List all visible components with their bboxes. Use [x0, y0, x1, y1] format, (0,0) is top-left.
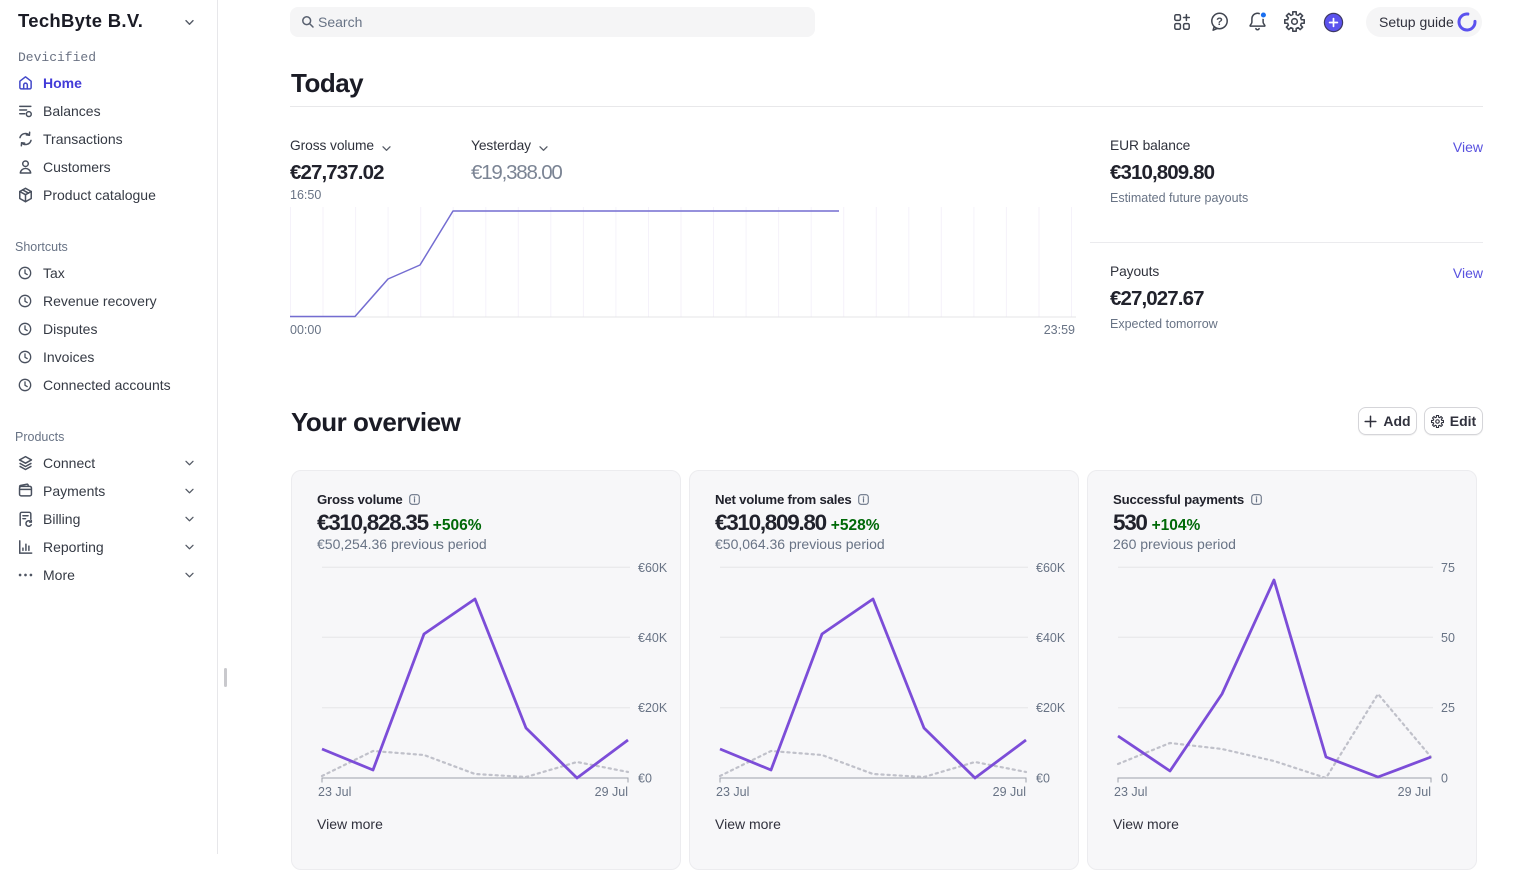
svg-text:23 Jul: 23 Jul — [716, 785, 749, 799]
svg-text:€20K: €20K — [638, 701, 668, 715]
svg-text:50: 50 — [1441, 631, 1455, 645]
svg-text:€0: €0 — [638, 772, 652, 786]
svg-text:75: 75 — [1441, 561, 1455, 575]
svg-text:0: 0 — [1441, 772, 1448, 786]
svg-text:25: 25 — [1441, 701, 1455, 715]
svg-text:23 Jul: 23 Jul — [1114, 785, 1147, 799]
svg-text:29 Jul: 29 Jul — [1398, 785, 1431, 799]
svg-text:29 Jul: 29 Jul — [595, 785, 628, 799]
svg-text:23 Jul: 23 Jul — [318, 785, 351, 799]
svg-text:€60K: €60K — [1036, 561, 1066, 575]
svg-text:€40K: €40K — [638, 631, 668, 645]
svg-text:€20K: €20K — [1036, 701, 1066, 715]
svg-text:€40K: €40K — [1036, 631, 1066, 645]
svg-text:?: ? — [1216, 16, 1223, 28]
svg-text:29 Jul: 29 Jul — [993, 785, 1026, 799]
svg-text:€60K: €60K — [638, 561, 668, 575]
svg-text:€0: €0 — [1036, 772, 1050, 786]
